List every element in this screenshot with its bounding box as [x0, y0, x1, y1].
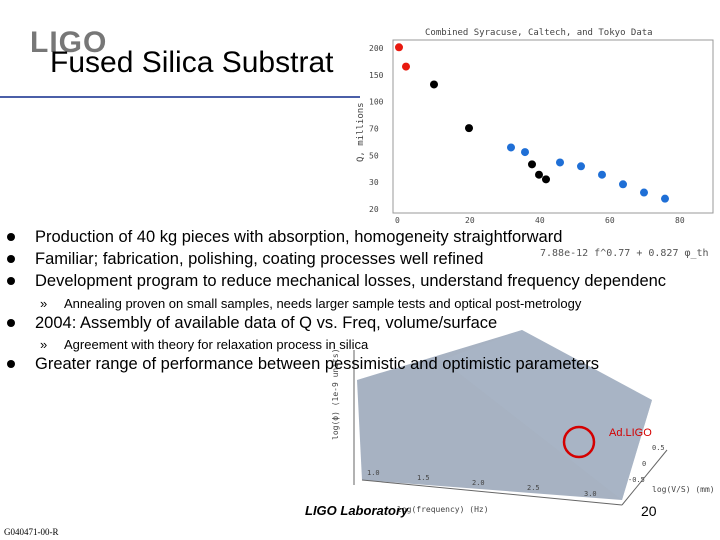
y-tick-label: 100: [369, 98, 384, 107]
sub-bullet-text: Agreement with theory for relaxation pro…: [64, 337, 369, 352]
y-tick-label: 150: [369, 71, 384, 80]
data-point-blue: [577, 162, 585, 171]
plot-formula: 7.88e-12 f^0.77 + 0.827 φ_th: [540, 248, 709, 259]
data-point-red: [395, 43, 403, 52]
data-point-blue: [640, 188, 648, 197]
slide-title: Fused Silica Substrat: [50, 46, 334, 79]
y-tick-label: 20: [369, 205, 379, 214]
footer-lab-name: LIGO Laboratory: [305, 503, 409, 518]
data-point-black: [528, 160, 536, 169]
bullet-text: 2004: Assembly of available data of Q vs…: [35, 314, 498, 332]
surface-tick-3: -0.5: [628, 476, 645, 484]
page-number: 20: [641, 503, 657, 519]
data-point-blue: [521, 148, 529, 157]
adligo-annotation: Ad.LIGO: [609, 427, 652, 439]
data-point-black: [542, 175, 550, 184]
bullet-text: Greater range of performance between pes…: [35, 355, 600, 373]
surface-tick-5: 2.5: [527, 484, 540, 492]
bullet-text: Production of 40 kg pieces with absorpti…: [35, 228, 563, 246]
surface-x-axis-label: log(frequency) (Hz): [397, 505, 489, 514]
y-tick-label: 50: [369, 151, 379, 160]
surface-tick-4: 3.0: [584, 490, 597, 498]
loss-surface-shade: [442, 330, 652, 500]
surface-axis-bottom: [361, 479, 623, 506]
surface-tick-7: 1.5: [417, 474, 430, 482]
data-point-black: [535, 170, 543, 179]
surface-y-axis-label: log(V/S) (mm): [652, 485, 715, 494]
data-point-blue: [598, 170, 606, 179]
q-vs-frequency-plot: Combined Syracuse, Caltech, and Tokyo Da…: [356, 28, 714, 225]
plot-frame: [392, 39, 714, 214]
data-point-black: [465, 124, 473, 133]
bullet-dot-icon: [7, 277, 15, 285]
surface-tick-6: 2.0: [472, 479, 485, 487]
sub-bullet-text: Annealing proven on small samples, needs…: [64, 296, 582, 311]
bullet-dot-icon: [7, 319, 15, 327]
surface-axis-right: [621, 449, 668, 506]
surface-ylabel: log(ϕ) (1e-9 units): [331, 348, 340, 440]
y-tick-label: 70: [369, 125, 379, 134]
y-tick-label: 30: [369, 178, 379, 187]
data-point-blue: [556, 158, 564, 167]
document-id: G040471-00-R: [4, 527, 59, 537]
x-tick-label: 20: [465, 216, 475, 225]
bullet-dot-icon: [7, 255, 15, 263]
sub-bullet-marker: »: [40, 337, 48, 352]
data-point-black: [430, 80, 438, 89]
surface-tick-8: 1.0: [367, 469, 380, 477]
y-tick-label: 200: [369, 44, 384, 53]
title-divider: [0, 96, 360, 98]
surface-tick-1: 0.5: [652, 444, 665, 452]
data-point-blue: [619, 180, 627, 189]
sub-bullet-marker: »: [40, 296, 48, 311]
x-tick-label: 60: [605, 216, 615, 225]
surface-tick-2: 0: [642, 460, 646, 468]
bullet-text: Familiar; fabrication, polishing, coatin…: [35, 250, 484, 268]
x-tick-label: 80: [675, 216, 685, 225]
adligo-highlight-circle: [562, 425, 596, 459]
plot-ylabel: Q, millions: [356, 102, 366, 162]
bullet-text: Development program to reduce mechanical…: [35, 272, 667, 290]
bullet-dot-icon: [7, 360, 15, 368]
loss-surface-plot: log(ϕ) (1e-9 units) 0.5 0 -0.5 3.0 2.5 2…: [331, 330, 715, 514]
data-point-blue: [661, 194, 669, 203]
x-tick-label: 0: [395, 216, 400, 225]
plot-title: Combined Syracuse, Caltech, and Tokyo Da…: [425, 28, 653, 38]
bullet-dot-icon: [7, 233, 15, 241]
data-point-red: [402, 62, 410, 71]
ligo-logo: LIGO: [30, 26, 108, 59]
x-tick-label: 40: [535, 216, 545, 225]
data-point-blue: [507, 143, 515, 152]
